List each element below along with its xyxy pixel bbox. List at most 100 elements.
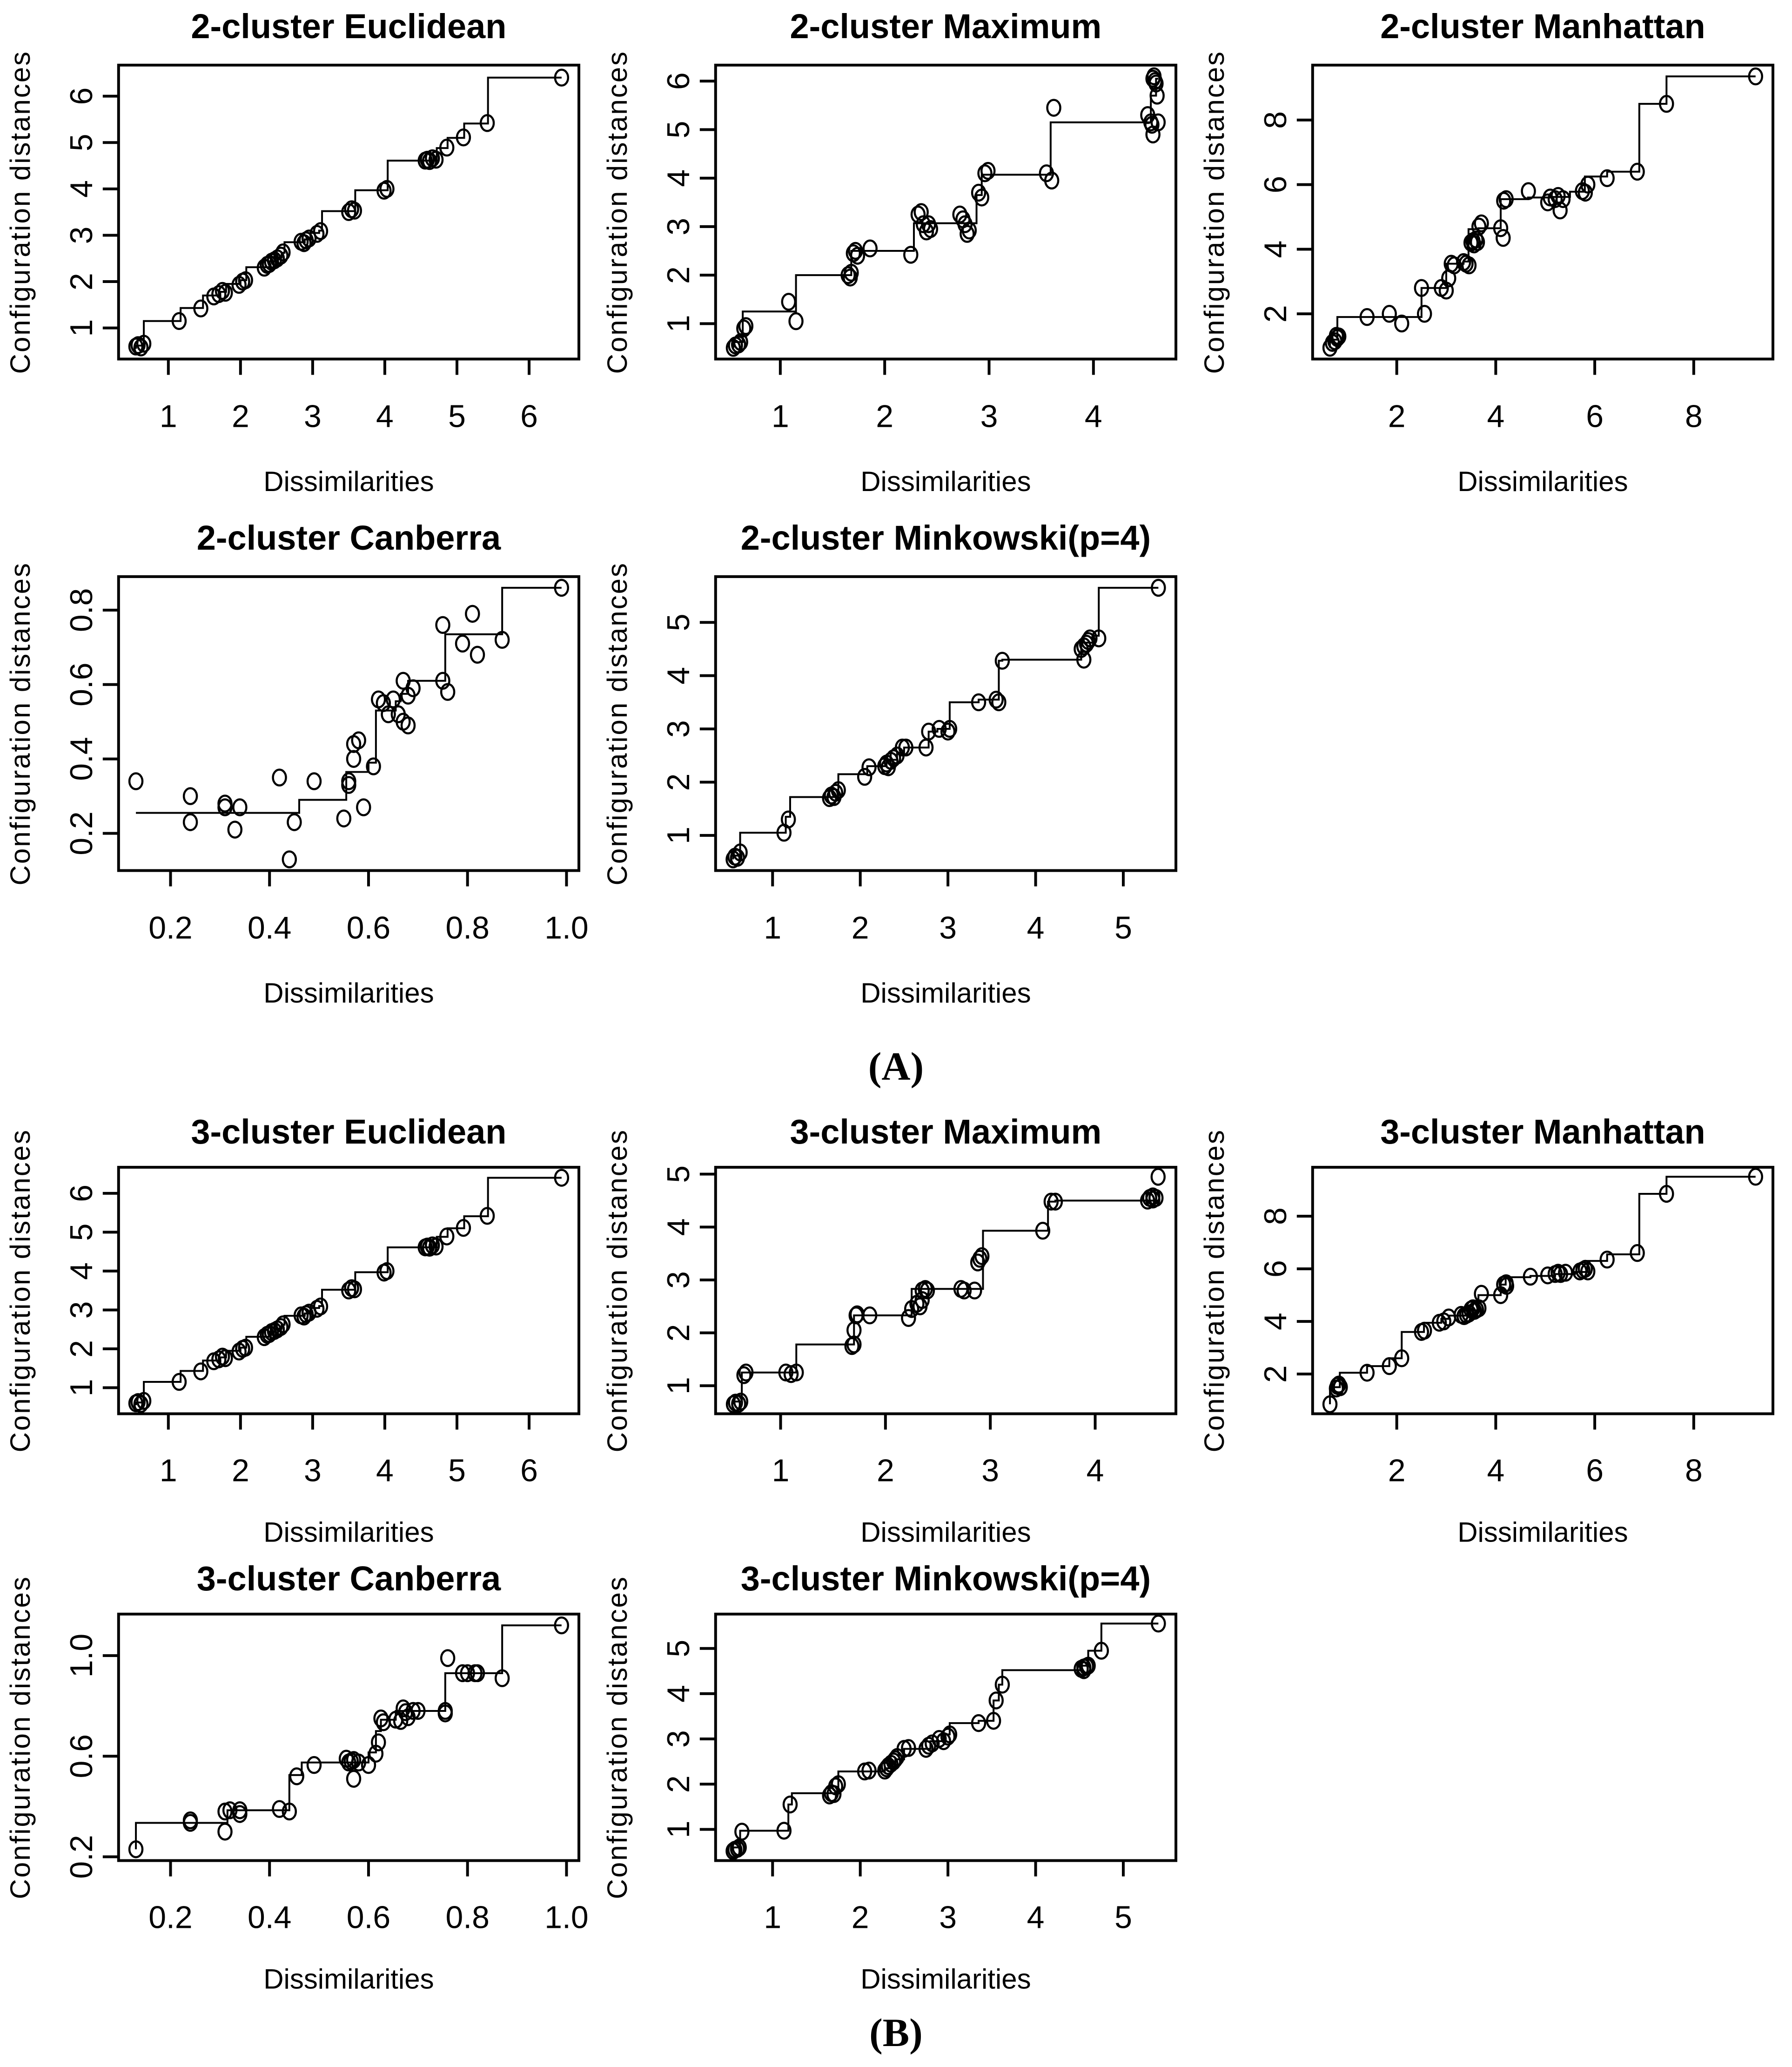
data-point bbox=[1461, 256, 1477, 275]
data-point bbox=[1329, 329, 1345, 347]
data-point bbox=[1148, 74, 1164, 93]
data-point bbox=[1333, 1378, 1348, 1396]
data-point bbox=[1577, 183, 1593, 202]
y-tick-label: 0.6 bbox=[64, 663, 99, 707]
plot-box bbox=[117, 63, 581, 361]
data-point bbox=[400, 716, 416, 735]
x-tick-label: 2 bbox=[1388, 398, 1406, 434]
data-point bbox=[1416, 305, 1432, 323]
x-tick-label: 4 bbox=[1487, 1453, 1504, 1488]
plot-content: 2 4 6 8 2 4 6 8 bbox=[1258, 1166, 1775, 1488]
data-point bbox=[1580, 175, 1596, 194]
data-point bbox=[422, 1239, 437, 1257]
data-point bbox=[396, 1699, 411, 1717]
data-point bbox=[913, 203, 929, 221]
y-tick-label: 5 bbox=[661, 614, 696, 632]
data-point bbox=[831, 1775, 846, 1793]
x-tick-label: 4 bbox=[376, 398, 394, 434]
data-point bbox=[275, 243, 291, 262]
y-tick-label: 2 bbox=[661, 1324, 696, 1342]
x-tick-label: 1 bbox=[772, 398, 789, 434]
x-tick-label: 3 bbox=[981, 1453, 999, 1488]
data-point bbox=[351, 1753, 366, 1771]
data-point bbox=[862, 239, 878, 258]
data-point bbox=[133, 338, 149, 357]
data-point bbox=[1081, 1656, 1096, 1675]
data-point bbox=[373, 1709, 389, 1727]
y-tick-label: 3 bbox=[661, 1271, 696, 1289]
data-point bbox=[1044, 171, 1060, 190]
y-tick-label: 1 bbox=[64, 1379, 99, 1397]
data-point bbox=[341, 203, 356, 221]
y-tick-label: 4 bbox=[661, 169, 696, 187]
data-point bbox=[1474, 1285, 1489, 1303]
data-point bbox=[887, 1750, 903, 1768]
x-tick-label: 6 bbox=[520, 1453, 538, 1488]
x-tick-label: 0.4 bbox=[248, 1899, 291, 1935]
data-point bbox=[980, 162, 996, 180]
data-point bbox=[1331, 327, 1347, 346]
x-tick-label: 4 bbox=[1085, 398, 1102, 434]
data-point bbox=[886, 1752, 901, 1771]
data-point bbox=[309, 225, 325, 243]
y-tick-label: 2 bbox=[1258, 305, 1293, 323]
y-tick-label: 5 bbox=[661, 1165, 696, 1183]
data-point bbox=[974, 1247, 990, 1266]
y-tick-label: 8 bbox=[1258, 111, 1293, 129]
data-point bbox=[1081, 632, 1096, 650]
data-point bbox=[1521, 182, 1536, 200]
plot-content: 0.2 0.4 0.6 0.8 1.0 0.2 0.4 0.6 0.8 bbox=[64, 575, 589, 945]
data-point bbox=[971, 693, 987, 712]
x-axis-ticks: 1 2 3 4 5 bbox=[764, 870, 1132, 945]
y-axis-ticks: 0.2 0.6 1.0 bbox=[64, 1633, 119, 1878]
data-point bbox=[1523, 1268, 1538, 1286]
data-point bbox=[133, 1395, 149, 1414]
x-axis-ticks: 1 2 3 4 bbox=[772, 1414, 1104, 1488]
data-point bbox=[1150, 1168, 1166, 1186]
data-point bbox=[857, 768, 873, 786]
y-axis-label: Configuration distances bbox=[5, 1129, 36, 1452]
data-point bbox=[918, 1280, 933, 1298]
data-point bbox=[988, 691, 1004, 709]
data-point bbox=[313, 222, 329, 240]
x-tick-label: 0.6 bbox=[347, 910, 390, 945]
data-point bbox=[182, 1811, 198, 1829]
y-tick-label: 3 bbox=[661, 218, 696, 236]
data-point bbox=[956, 1281, 972, 1300]
data-point bbox=[828, 784, 844, 802]
x-axis-ticks: 2 4 6 8 bbox=[1388, 1414, 1703, 1488]
data-point bbox=[347, 202, 362, 220]
y-axis-label: Configuration distances bbox=[5, 562, 36, 885]
x-axis-ticks: 0.2 0.4 0.6 0.8 1.0 bbox=[148, 870, 589, 945]
x-tick-label: 2 bbox=[877, 1453, 894, 1488]
data-point bbox=[960, 225, 975, 243]
data-point bbox=[439, 138, 455, 157]
data-point bbox=[470, 1664, 485, 1682]
data-point bbox=[733, 1393, 749, 1411]
y-tick-label: 1 bbox=[661, 1820, 696, 1838]
y-axis-label: Configuration distances bbox=[602, 1129, 633, 1452]
data-point bbox=[554, 579, 569, 597]
plot-content: 1 2 3 4 1 2 3 4 5 bbox=[661, 1165, 1178, 1488]
x-axis-ticks: 1 2 3 4 5 6 bbox=[160, 359, 538, 434]
y-tick-label: 3 bbox=[661, 1730, 696, 1748]
data-point bbox=[494, 1669, 510, 1687]
x-tick-label: 6 bbox=[1586, 398, 1604, 434]
x-tick-label: 8 bbox=[1685, 1453, 1703, 1488]
plot-box bbox=[117, 1166, 581, 1415]
x-tick-label: 2 bbox=[232, 1453, 249, 1488]
data-point bbox=[381, 705, 396, 724]
data-point bbox=[972, 1250, 987, 1268]
data-points bbox=[725, 1168, 1166, 1414]
data-point bbox=[356, 798, 371, 816]
plot-title: 2-cluster Euclidean bbox=[191, 7, 506, 46]
data-point bbox=[991, 693, 1007, 712]
y-axis-label: Configuration distances bbox=[602, 1575, 633, 1899]
data-point bbox=[273, 247, 289, 265]
y-axis-ticks: 2 4 6 8 bbox=[1258, 1207, 1313, 1383]
data-point bbox=[942, 1725, 958, 1744]
chart-2-cluster-canberra: 2-cluster Canberra Dissimilarities Confi… bbox=[5, 518, 589, 1009]
data-point bbox=[313, 1298, 329, 1316]
data-point bbox=[1468, 230, 1484, 249]
x-tick-label: 1 bbox=[160, 398, 177, 434]
